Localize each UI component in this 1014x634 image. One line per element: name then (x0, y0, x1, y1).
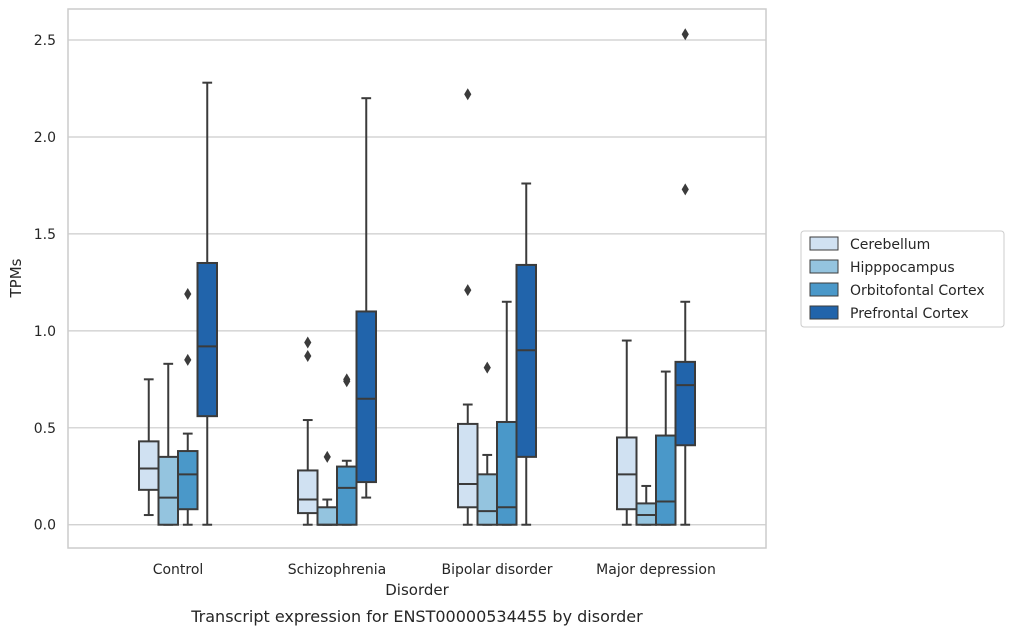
legend-label: Prefrontal Cortex (850, 306, 969, 322)
box-iqr (655, 434, 677, 526)
y-axis-ticks: 0.0 0.5 1.0 1.5 2.0 2.5 (34, 33, 56, 534)
box-iqr (515, 263, 537, 458)
box-cerebellum (616, 339, 638, 526)
box-iqr (476, 473, 498, 526)
box-cerebellum (297, 336, 319, 526)
outlier-point (464, 88, 472, 101)
legend-swatch (809, 236, 839, 251)
y-axis-label: TPMs (7, 258, 25, 298)
box-iqr (138, 440, 160, 491)
box-prefrontal-cortex (355, 97, 377, 499)
box-hipppocampus (157, 362, 179, 526)
legend-label: Hipppocampus (850, 260, 955, 276)
box-orbitofontal-cortex (177, 288, 199, 526)
box-iqr (196, 261, 218, 418)
box-iqr (297, 469, 319, 515)
x-tick-label: Bipolar disorder (441, 562, 552, 578)
box-iqr (457, 422, 479, 509)
outlier-point (184, 288, 192, 301)
legend: Cerebellum Hipppocampus Orbitofontal Corte… (800, 230, 1005, 328)
outlier-point (304, 350, 312, 363)
outlier-point (681, 28, 689, 41)
y-tick-label: 0.5 (34, 421, 56, 437)
legend-swatch (809, 282, 839, 297)
box-orbitofontal-cortex (655, 370, 677, 526)
legend-label: Cerebellum (850, 237, 930, 253)
x-axis-label: Disorder (385, 581, 449, 599)
box-hipppocampus (316, 450, 338, 526)
legend-swatch (809, 259, 839, 274)
y-tick-label: 0.0 (34, 518, 56, 534)
box-cerebellum (457, 88, 479, 526)
outlier-point (304, 336, 312, 349)
box-iqr (496, 420, 518, 526)
x-axis-ticks: Control Schizophrenia Bipolar disorder Majo… (153, 562, 716, 578)
box-iqr (336, 465, 358, 526)
box-cerebellum (138, 378, 160, 517)
box-prefrontal-cortex (196, 81, 218, 526)
outlier-point (323, 450, 331, 463)
box-orbitofontal-cortex (336, 373, 358, 526)
x-tick-label: Major depression (596, 562, 716, 578)
box-hipppocampus (476, 361, 498, 526)
box-hipppocampus (635, 484, 657, 526)
x-tick-label: Schizophrenia (288, 562, 386, 578)
outlier-point (483, 361, 491, 374)
y-tick-label: 1.5 (34, 227, 56, 243)
outlier-point (184, 353, 192, 366)
plot-frame (67, 8, 767, 549)
legend-swatch (809, 305, 839, 320)
box-iqr (157, 455, 179, 526)
box-iqr (316, 506, 338, 526)
x-tick-label: Control (153, 562, 204, 578)
box-orbitofontal-cortex (496, 300, 518, 526)
y-tick-label: 1.0 (34, 324, 56, 340)
chart-caption: Transcript expression for ENST0000053445… (190, 607, 643, 626)
legend-label: Orbitofontal Cortex (850, 283, 985, 299)
legend-frame (800, 230, 1005, 328)
box-iqr (355, 310, 377, 484)
box-iqr (177, 450, 199, 511)
box-prefrontal-cortex (515, 182, 537, 526)
box-prefrontal-cortex (674, 28, 696, 526)
outlier-point (681, 183, 689, 196)
outlier-point (464, 284, 472, 297)
outlier-point (343, 373, 351, 386)
box-iqr (674, 360, 696, 447)
y-tick-label: 2.5 (34, 33, 56, 49)
plot-area (138, 28, 696, 526)
y-tick-label: 2.0 (34, 130, 56, 146)
